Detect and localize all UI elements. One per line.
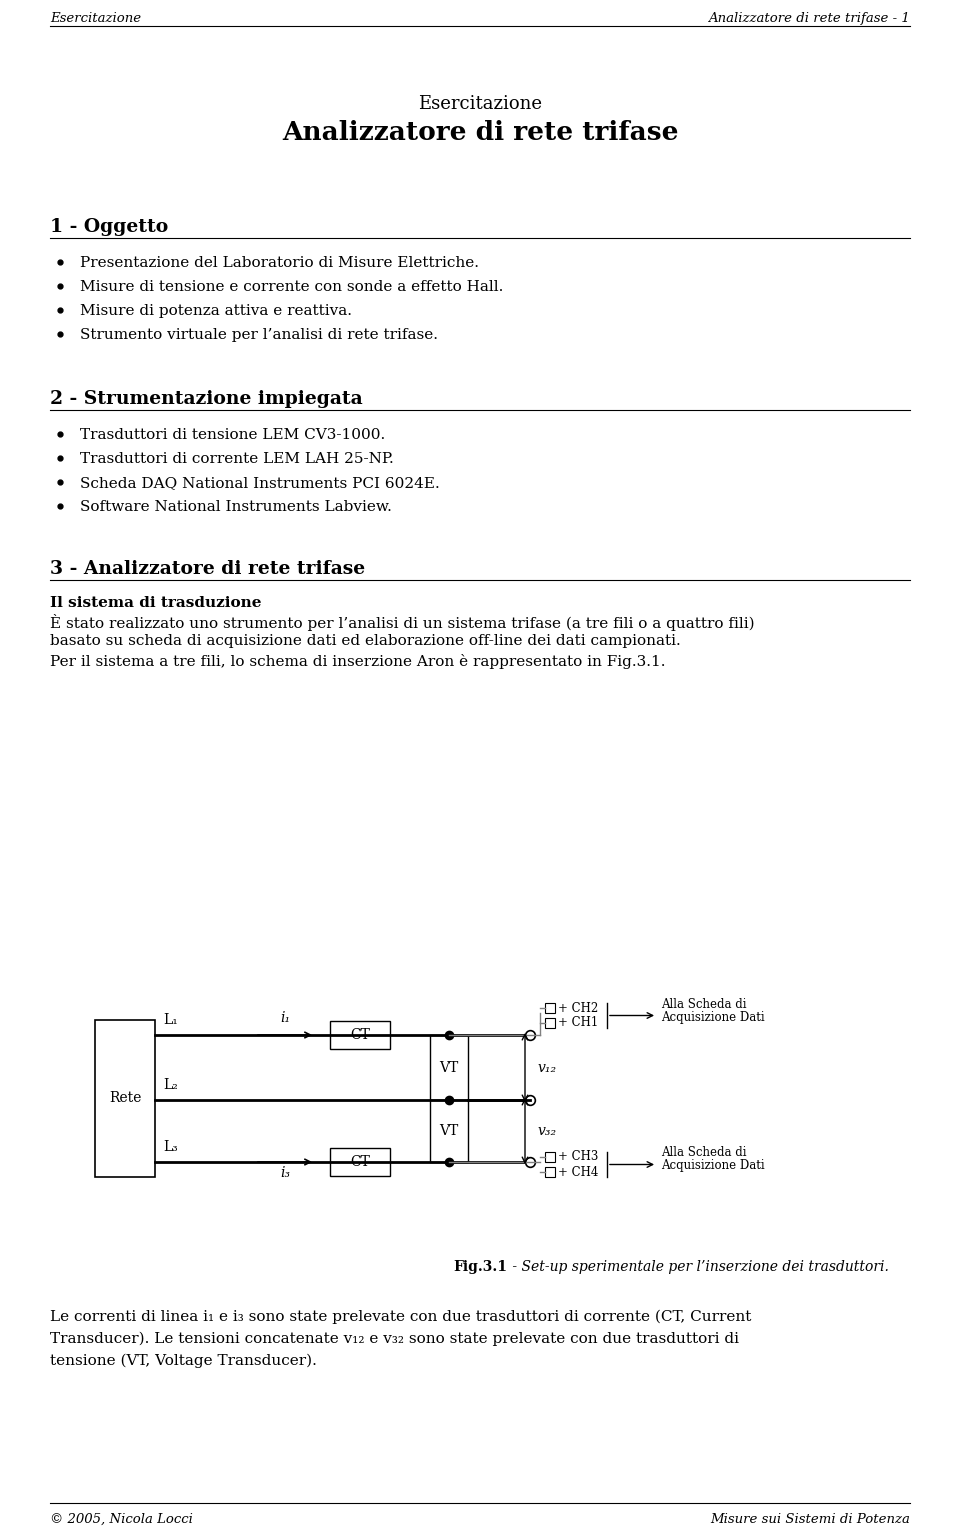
Text: L₃: L₃ <box>163 1141 178 1154</box>
Text: Analizzatore di rete trifase - 1: Analizzatore di rete trifase - 1 <box>708 12 910 24</box>
Bar <box>330 1148 390 1176</box>
Text: Presentazione del Laboratorio di Misure Elettriche.: Presentazione del Laboratorio di Misure … <box>80 255 479 271</box>
Text: Acquisizione Dati: Acquisizione Dati <box>661 1011 764 1023</box>
Text: tensione (VT, Voltage Transducer).: tensione (VT, Voltage Transducer). <box>50 1355 317 1368</box>
Text: VT: VT <box>440 1061 459 1075</box>
Text: 2 - Strumentazione impiegata: 2 - Strumentazione impiegata <box>50 390 363 408</box>
Bar <box>545 1167 555 1177</box>
Text: + CH4: + CH4 <box>558 1165 598 1179</box>
Text: Scheda DAQ National Instruments PCI 6024E.: Scheda DAQ National Instruments PCI 6024… <box>80 476 440 489</box>
Text: - Set-up sperimentale per l’inserzione dei trasduttori.: - Set-up sperimentale per l’inserzione d… <box>508 1260 889 1274</box>
Text: Acquisizione Dati: Acquisizione Dati <box>661 1159 764 1173</box>
Text: Fig.3.1: Fig.3.1 <box>453 1260 507 1274</box>
Text: Il sistema di trasduzione: Il sistema di trasduzione <box>50 596 261 610</box>
Bar <box>430 1099 468 1162</box>
Text: Esercitazione: Esercitazione <box>50 12 141 24</box>
Text: VT: VT <box>440 1124 459 1138</box>
Text: CT: CT <box>350 1154 370 1170</box>
Text: Per il sistema a tre fili, lo schema di inserzione Aron è rappresentato in Fig.3: Per il sistema a tre fili, lo schema di … <box>50 654 665 670</box>
Bar <box>430 1035 468 1099</box>
Text: 1 - Oggetto: 1 - Oggetto <box>50 219 168 235</box>
Text: Esercitazione: Esercitazione <box>418 95 542 113</box>
Text: Misure di tensione e corrente con sonde a effetto Hall.: Misure di tensione e corrente con sonde … <box>80 280 503 294</box>
Bar <box>95 1020 155 1177</box>
Text: + CH1: + CH1 <box>558 1017 598 1029</box>
Text: Misure sui Sistemi di Potenza: Misure sui Sistemi di Potenza <box>710 1514 910 1526</box>
Text: CT: CT <box>350 1027 370 1041</box>
Text: Software National Instruments Labview.: Software National Instruments Labview. <box>80 500 392 514</box>
Text: i₁: i₁ <box>280 1011 290 1024</box>
Text: basato su scheda di acquisizione dati ed elaborazione off-line dei dati campiona: basato su scheda di acquisizione dati ed… <box>50 635 681 648</box>
Bar <box>545 1018 555 1027</box>
Text: L₁: L₁ <box>163 1014 178 1027</box>
Text: + CH3: + CH3 <box>558 1150 598 1164</box>
Text: v₃₂: v₃₂ <box>537 1124 556 1138</box>
Text: Trasduttori di corrente LEM LAH 25-NP.: Trasduttori di corrente LEM LAH 25-NP. <box>80 453 394 466</box>
Text: 3 - Analizzatore di rete trifase: 3 - Analizzatore di rete trifase <box>50 560 365 578</box>
Bar <box>545 1151 555 1162</box>
Text: Analizzatore di rete trifase: Analizzatore di rete trifase <box>281 119 679 145</box>
Text: Alla Scheda di: Alla Scheda di <box>661 1147 747 1159</box>
Text: © 2005, Nicola Locci: © 2005, Nicola Locci <box>50 1514 193 1526</box>
Text: Misure di potenza attiva e reattiva.: Misure di potenza attiva e reattiva. <box>80 304 352 318</box>
Bar <box>545 1003 555 1014</box>
Text: i₃: i₃ <box>280 1167 290 1180</box>
Bar <box>330 1021 390 1049</box>
Text: Rete: Rete <box>108 1092 141 1105</box>
Text: Strumento virtuale per l’analisi di rete trifase.: Strumento virtuale per l’analisi di rete… <box>80 329 438 342</box>
Text: Le correnti di linea i₁ e i₃ sono state prelevate con due trasduttori di corrent: Le correnti di linea i₁ e i₃ sono state … <box>50 1310 752 1324</box>
Text: L₂: L₂ <box>163 1078 178 1092</box>
Text: Trasduttori di tensione LEM CV3-1000.: Trasduttori di tensione LEM CV3-1000. <box>80 428 385 442</box>
Text: v₁₂: v₁₂ <box>537 1061 556 1075</box>
Text: + CH2: + CH2 <box>558 1001 598 1015</box>
Text: Alla Scheda di: Alla Scheda di <box>661 997 747 1011</box>
Text: È stato realizzato uno strumento per l’analisi di un sistema trifase (a tre fili: È stato realizzato uno strumento per l’a… <box>50 615 755 631</box>
Text: Transducer). Le tensioni concatenate v₁₂ e v₃₂ sono state prelevate con due tras: Transducer). Le tensioni concatenate v₁₂… <box>50 1332 739 1347</box>
